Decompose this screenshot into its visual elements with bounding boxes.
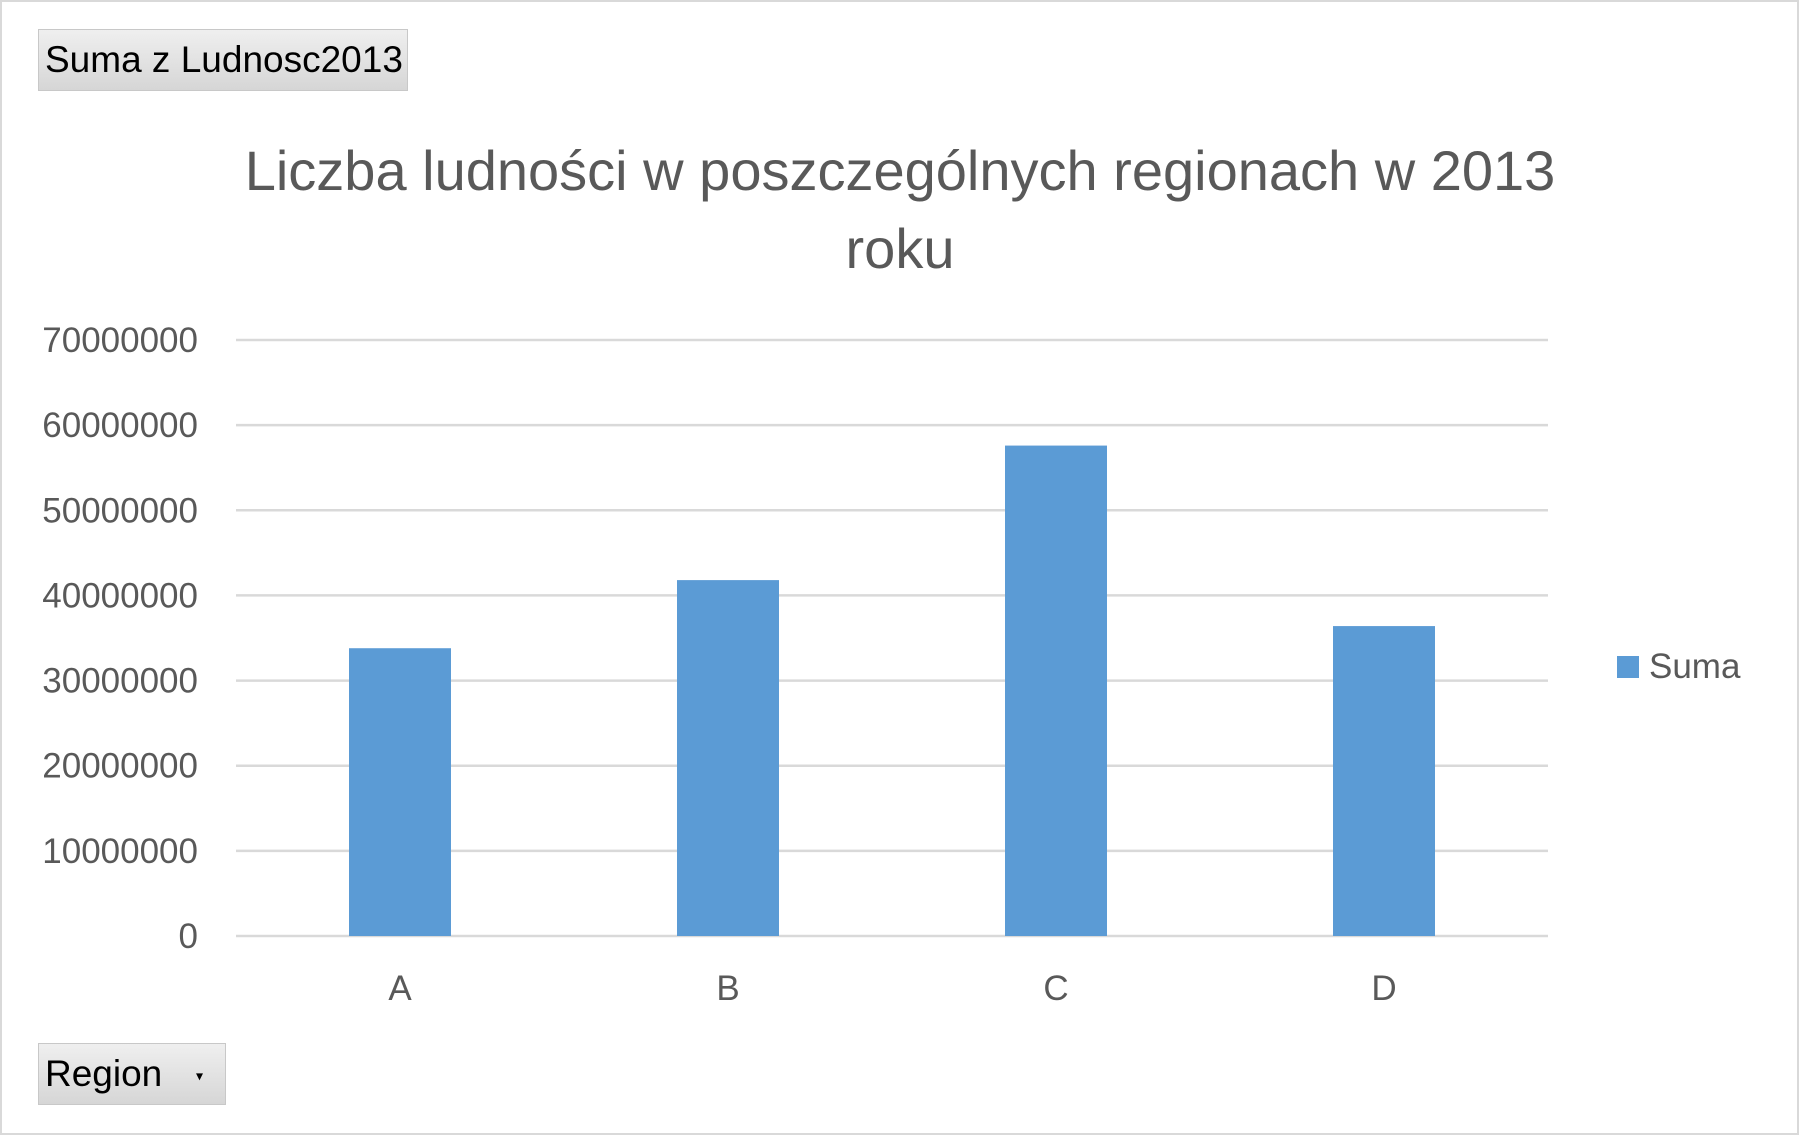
x-tick-label: D <box>1371 969 1396 1008</box>
y-tick-label: 50000000 <box>42 491 198 530</box>
y-tick-label: 30000000 <box>42 662 198 701</box>
bar-a[interactable] <box>349 648 451 936</box>
legend-swatch <box>1617 656 1639 678</box>
legend: Suma <box>1617 647 1740 687</box>
legend-label: Suma <box>1649 647 1741 686</box>
value-field-button[interactable]: Suma z Ludnosc2013 <box>38 29 408 91</box>
bar-d[interactable] <box>1333 626 1435 936</box>
x-tick-label: A <box>388 969 412 1008</box>
dropdown-arrow-icon[interactable]: ▾ <box>195 1067 203 1084</box>
x-tick-label: C <box>1043 969 1068 1008</box>
y-tick-label: 60000000 <box>42 406 198 445</box>
axis-field-label: Region <box>45 1053 163 1094</box>
bar-b[interactable] <box>677 580 779 936</box>
y-tick-label: 0 <box>179 917 198 956</box>
axis-field-button[interactable]: Region ▾ <box>38 1043 226 1105</box>
y-tick-label: 40000000 <box>42 576 198 615</box>
bar-c[interactable] <box>1005 445 1107 936</box>
y-tick-label: 10000000 <box>42 832 198 871</box>
y-tick-label: 70000000 <box>42 321 198 360</box>
chart-title: Liczba ludności w poszczególnych regiona… <box>244 139 1556 280</box>
y-tick-label: 20000000 <box>42 747 198 786</box>
value-field-label: Suma z Ludnosc2013 <box>45 39 403 80</box>
x-tick-label: B <box>716 969 739 1008</box>
